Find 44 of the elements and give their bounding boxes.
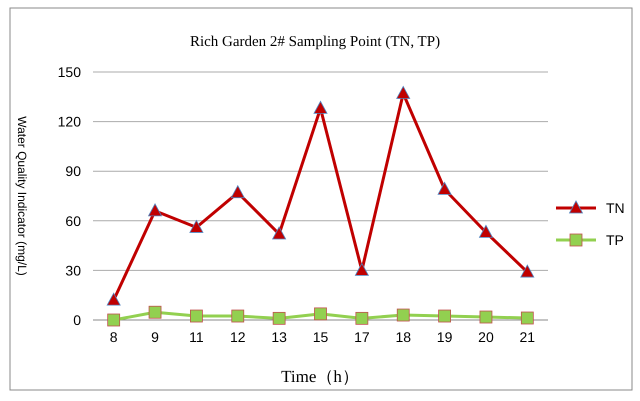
- point: [106, 292, 121, 306]
- point: [438, 310, 451, 322]
- point: [190, 310, 203, 322]
- x-tick-label: 11: [189, 329, 204, 345]
- x-tick-label: 15: [312, 329, 328, 345]
- y-tick-label: 150: [58, 64, 82, 80]
- point: [520, 264, 534, 278]
- point: [520, 312, 534, 324]
- point: [230, 185, 245, 198]
- point: [396, 86, 410, 99]
- point: [148, 306, 162, 319]
- y-tick-label: 30: [65, 262, 82, 278]
- y-tick-label: 0: [73, 312, 82, 328]
- point: [314, 307, 327, 320]
- x-tick-label: 18: [395, 329, 412, 345]
- point: [231, 310, 244, 322]
- point: [354, 263, 369, 276]
- point: [190, 220, 204, 233]
- x-tick-label: 17: [354, 329, 370, 345]
- point: [479, 224, 493, 238]
- x-tick-label: 13: [271, 329, 288, 345]
- point: [480, 310, 492, 324]
- point: [355, 312, 368, 325]
- y-tick-label: 90: [65, 163, 82, 180]
- x-tick-label: 20: [478, 329, 494, 345]
- point: [148, 203, 162, 216]
- point: [272, 226, 286, 240]
- chart-title: Rich Garden 2# Sampling Point (TN, TP): [190, 34, 440, 50]
- legend-label: TN: [606, 200, 625, 216]
- y-axis-title: Water Quality Indicator (mg/L): [15, 116, 29, 276]
- x-tick-label: 19: [436, 329, 453, 345]
- point: [314, 100, 328, 114]
- x-tick-label: 21: [520, 329, 536, 345]
- x-tick-label: 12: [230, 329, 246, 345]
- point: [107, 314, 120, 326]
- x-tick-label: 8: [110, 329, 118, 345]
- y-tick-label: 60: [65, 212, 82, 229]
- x-tick-label: 9: [151, 329, 160, 345]
- legend-label: TP: [606, 232, 624, 248]
- point: [396, 308, 410, 322]
- point: [272, 312, 286, 325]
- point: [438, 182, 452, 195]
- y-tick-label: 120: [58, 114, 82, 130]
- x-axis-title: Time（h）: [281, 367, 359, 386]
